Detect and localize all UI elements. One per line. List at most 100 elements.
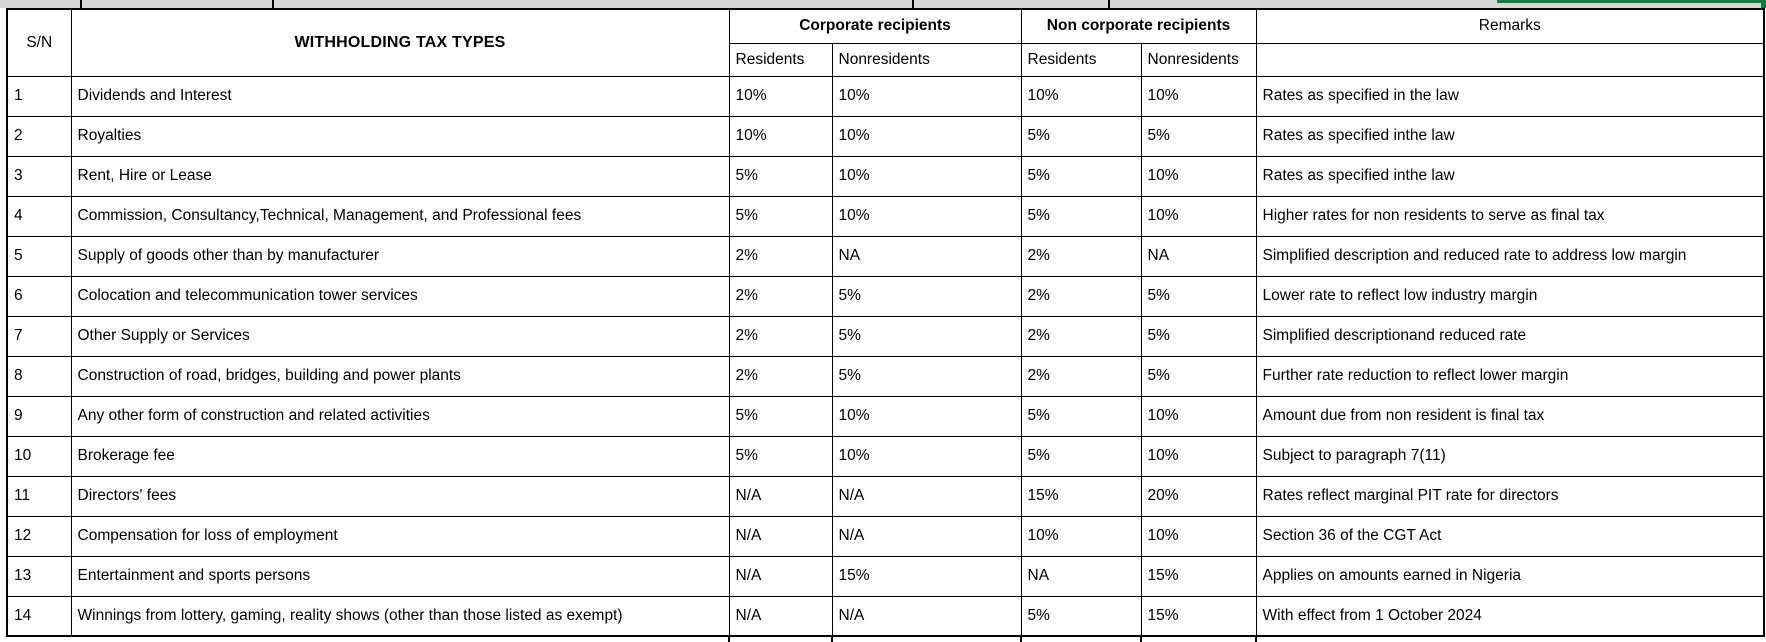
col-header-noncorp-residents[interactable]: Residents	[1020, 42, 1142, 77]
cell-tax-type[interactable]: Other Supply or Services	[70, 315, 730, 357]
cell-corp-residents-rate[interactable]: 5%	[728, 195, 833, 237]
cell-sn[interactable]: 12	[6, 515, 72, 557]
cell-corp-nonresidents-rate[interactable]: 5%	[831, 355, 1022, 397]
cell-corp-residents-rate[interactable]: N/A	[728, 595, 833, 637]
cell-sn[interactable]: 7	[6, 315, 72, 357]
cell-remarks[interactable]: Applies on amounts earned in Nigeria	[1255, 555, 1765, 597]
cell-noncorp-residents-rate[interactable]: 5%	[1020, 115, 1142, 157]
cell-noncorp-nonresidents-rate[interactable]: 5%	[1140, 315, 1257, 357]
cell-noncorp-nonresidents-rate[interactable]: NA	[1140, 235, 1257, 277]
cell-corp-nonresidents-rate[interactable]: 10%	[831, 395, 1022, 437]
cell-sn[interactable]: 6	[6, 275, 72, 317]
cell-sn[interactable]: 5	[6, 235, 72, 277]
cell-remarks[interactable]: Section 36 of the CGT Act	[1255, 515, 1765, 557]
cell-noncorp-nonresidents-rate[interactable]: 10%	[1140, 435, 1257, 477]
cell-corp-nonresidents-rate[interactable]: NA	[831, 235, 1022, 277]
col-header-corp-residents[interactable]: Residents	[728, 42, 833, 77]
cell-corp-nonresidents-rate[interactable]: 10%	[831, 195, 1022, 237]
cell-noncorp-residents-rate[interactable]: 5%	[1020, 435, 1142, 477]
cell-noncorp-nonresidents-rate[interactable]: 20%	[1140, 475, 1257, 517]
col-header-remarks[interactable]: Remarks	[1255, 8, 1765, 44]
cell-corp-residents-rate[interactable]: 5%	[728, 155, 833, 197]
cell-remarks[interactable]: Higher rates for non residents to serve …	[1255, 195, 1765, 237]
cell-sn[interactable]: 14	[6, 595, 72, 637]
cell-remarks[interactable]: Rates as specified inthe law	[1255, 155, 1765, 197]
cell-corp-nonresidents-rate[interactable]: 5%	[831, 275, 1022, 317]
cell-remarks[interactable]: Simplified description and reduced rate …	[1255, 235, 1765, 277]
cell-noncorp-residents-rate[interactable]: 5%	[1020, 195, 1142, 237]
cell-tax-type[interactable]: Compensation for loss of employment	[70, 515, 730, 557]
cell-remarks[interactable]: Further rate reduction to reflect lower …	[1255, 355, 1765, 397]
cell-noncorp-nonresidents-rate[interactable]: 10%	[1140, 395, 1257, 437]
cell-sn[interactable]: 13	[6, 555, 72, 597]
cell-tax-type[interactable]: Royalties	[70, 115, 730, 157]
cell-corp-nonresidents-rate[interactable]: 10%	[831, 155, 1022, 197]
cell-corp-nonresidents-rate[interactable]: N/A	[831, 515, 1022, 557]
cell-noncorp-nonresidents-rate[interactable]: 10%	[1140, 155, 1257, 197]
cell-noncorp-residents-rate[interactable]: 5%	[1020, 395, 1142, 437]
cell-noncorp-nonresidents-rate[interactable]: 15%	[1140, 555, 1257, 597]
cell-noncorp-residents-rate[interactable]: 5%	[1020, 595, 1142, 637]
cell-sn[interactable]: 1	[6, 75, 72, 117]
cell-sn[interactable]: 3	[6, 155, 72, 197]
cell-tax-type[interactable]: Supply of goods other than by manufactur…	[70, 235, 730, 277]
cell-tax-type[interactable]: Rent, Hire or Lease	[70, 155, 730, 197]
col-header-non-corporate-recipients[interactable]: Non corporate recipients	[1020, 8, 1257, 44]
cell-sn[interactable]: 2	[6, 115, 72, 157]
cell-remarks[interactable]: Subject to paragraph 7(11)	[1255, 435, 1765, 477]
cell-sn[interactable]: 8	[6, 355, 72, 397]
cell-sn[interactable]: 11	[6, 475, 72, 517]
cell-corp-residents-rate[interactable]: 5%	[728, 435, 833, 477]
cell-noncorp-nonresidents-rate[interactable]: 10%	[1140, 195, 1257, 237]
col-header-corporate-recipients[interactable]: Corporate recipients	[728, 8, 1022, 44]
cell-noncorp-residents-rate[interactable]: 10%	[1020, 515, 1142, 557]
cell-remarks[interactable]: Lower rate to reflect low industry margi…	[1255, 275, 1765, 317]
cell-corp-nonresidents-rate[interactable]: N/A	[831, 595, 1022, 637]
col-header-remarks-spacer[interactable]	[1255, 42, 1765, 77]
cell-noncorp-nonresidents-rate[interactable]: 15%	[1140, 595, 1257, 637]
cell-corp-residents-rate[interactable]: N/A	[728, 475, 833, 517]
cell-corp-residents-rate[interactable]: 2%	[728, 275, 833, 317]
cell-corp-nonresidents-rate[interactable]: 10%	[831, 75, 1022, 117]
cell-remarks[interactable]: With effect from 1 October 2024	[1255, 595, 1765, 637]
cell-corp-residents-rate[interactable]: 2%	[728, 315, 833, 357]
cell-sn[interactable]: 4	[6, 195, 72, 237]
cell-noncorp-residents-rate[interactable]: 2%	[1020, 315, 1142, 357]
cell-remarks[interactable]: Simplified descriptionand reduced rate	[1255, 315, 1765, 357]
cell-tax-type[interactable]: Any other form of construction and relat…	[70, 395, 730, 437]
cell-noncorp-nonresidents-rate[interactable]: 10%	[1140, 515, 1257, 557]
cell-noncorp-residents-rate[interactable]: 2%	[1020, 355, 1142, 397]
cell-noncorp-residents-rate[interactable]: 15%	[1020, 475, 1142, 517]
cell-tax-type[interactable]: Winnings from lottery, gaming, reality s…	[70, 595, 730, 637]
cell-tax-type[interactable]: Dividends and Interest	[70, 75, 730, 117]
col-header-sn[interactable]: S/N	[6, 8, 72, 77]
col-header-tax-types[interactable]: WITHHOLDING TAX TYPES	[70, 8, 730, 77]
cell-tax-type[interactable]: Brokerage fee	[70, 435, 730, 477]
cell-tax-type[interactable]: Directors' fees	[70, 475, 730, 517]
cell-tax-type[interactable]: Commission, Consultancy,Technical, Manag…	[70, 195, 730, 237]
cell-sn[interactable]: 10	[6, 435, 72, 477]
cell-tax-type[interactable]: Construction of road, bridges, building …	[70, 355, 730, 397]
cell-noncorp-residents-rate[interactable]: 10%	[1020, 75, 1142, 117]
cell-noncorp-nonresidents-rate[interactable]: 5%	[1140, 115, 1257, 157]
col-header-corp-nonresidents[interactable]: Nonresidents	[831, 42, 1022, 77]
cell-noncorp-nonresidents-rate[interactable]: 10%	[1140, 75, 1257, 117]
cell-remarks[interactable]: Rates reflect marginal PIT rate for dire…	[1255, 475, 1765, 517]
cell-corp-residents-rate[interactable]: 5%	[728, 395, 833, 437]
cell-corp-residents-rate[interactable]: 2%	[728, 355, 833, 397]
cell-corp-nonresidents-rate[interactable]: 10%	[831, 435, 1022, 477]
cell-remarks[interactable]: Amount due from non resident is final ta…	[1255, 395, 1765, 437]
cell-remarks[interactable]: Rates as specified in the law	[1255, 75, 1765, 117]
cell-noncorp-residents-rate[interactable]: 2%	[1020, 235, 1142, 277]
cell-corp-nonresidents-rate[interactable]: N/A	[831, 475, 1022, 517]
cell-noncorp-residents-rate[interactable]: 5%	[1020, 155, 1142, 197]
cell-corp-residents-rate[interactable]: 10%	[728, 115, 833, 157]
cell-noncorp-nonresidents-rate[interactable]: 5%	[1140, 275, 1257, 317]
cell-tax-type[interactable]: Entertainment and sports persons	[70, 555, 730, 597]
cell-tax-type[interactable]: Colocation and telecommunication tower s…	[70, 275, 730, 317]
cell-sn[interactable]: 9	[6, 395, 72, 437]
cell-corp-residents-rate[interactable]: 2%	[728, 235, 833, 277]
cell-corp-nonresidents-rate[interactable]: 10%	[831, 115, 1022, 157]
cell-corp-nonresidents-rate[interactable]: 5%	[831, 315, 1022, 357]
col-header-noncorp-nonresidents[interactable]: Nonresidents	[1140, 42, 1257, 77]
